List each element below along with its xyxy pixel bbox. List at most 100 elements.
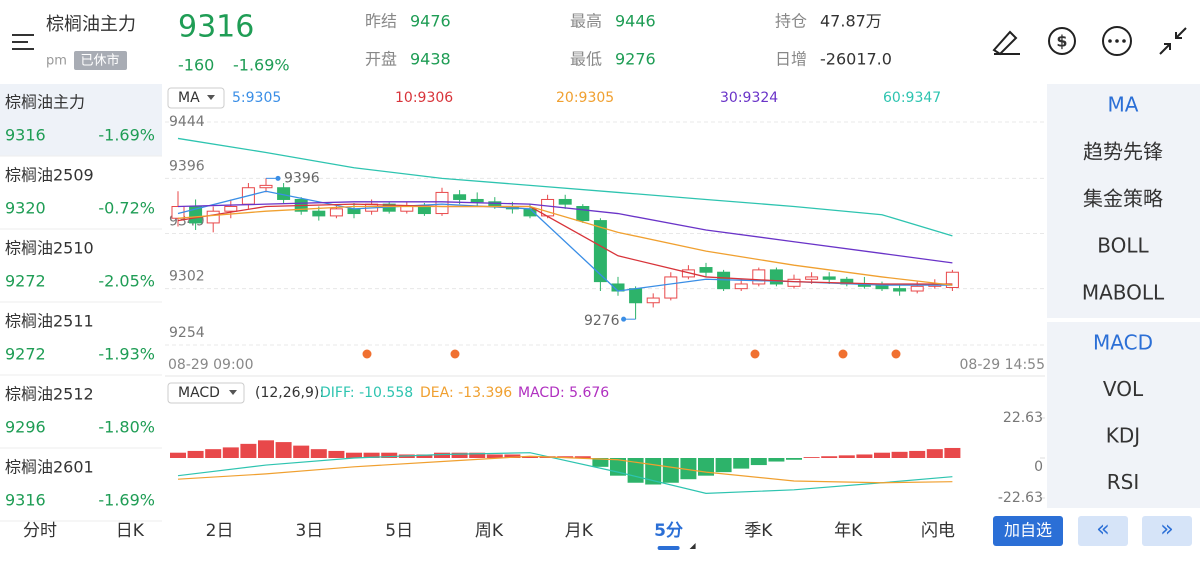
contract-name: 棕榈油主力 <box>5 93 85 112</box>
ma-legend: 5:9305 <box>232 90 281 106</box>
indicator-item[interactable]: 趋势先锋 <box>1083 140 1163 164</box>
macd-bar <box>750 458 767 466</box>
period-tab[interactable]: 日K <box>116 521 145 541</box>
more-dots <box>1108 39 1126 43</box>
period-tab[interactable]: 闪电 <box>921 521 955 541</box>
stat-value: -26017.0 <box>820 50 892 69</box>
stat-label: 最高 <box>570 12 602 31</box>
next-button[interactable] <box>1142 516 1192 546</box>
menu-icon[interactable] <box>12 34 34 50</box>
ma-line <box>177 201 953 264</box>
macd-bar <box>346 452 362 458</box>
candle-body <box>417 206 431 215</box>
period-tab[interactable]: 年K <box>834 521 863 541</box>
macd-bar <box>258 440 274 458</box>
ma-legend: 10:9306 <box>395 90 453 106</box>
macd-selector-label: MACD <box>178 385 220 401</box>
ma-selector[interactable] <box>167 87 225 109</box>
candle-body <box>470 198 484 203</box>
period-tab[interactable]: 月K <box>565 521 594 541</box>
macd-bar <box>838 455 855 458</box>
signal-dots <box>362 349 901 359</box>
indicator-item[interactable]: 集金策略 <box>1083 187 1163 211</box>
macd-bar <box>926 449 943 458</box>
candle-body <box>699 267 713 273</box>
y-tick-label: 9254 <box>169 325 205 341</box>
indicator-item[interactable]: RSI <box>1107 470 1140 494</box>
macd-bar <box>363 452 380 458</box>
period-tab[interactable]: 季K <box>744 521 773 541</box>
period-tab[interactable]: 分时 <box>23 521 57 541</box>
stat-value: 9446 <box>615 12 656 31</box>
low-dot <box>621 316 627 322</box>
indicator-item[interactable]: BOLL <box>1097 234 1149 258</box>
candle-body <box>312 210 326 217</box>
period-tab[interactable]: 2日 <box>206 521 234 541</box>
dea-label: DEA: -13.396 <box>420 385 512 401</box>
macd-bar <box>293 445 310 458</box>
contract-price: 9316 <box>5 126 46 145</box>
edit-icon[interactable] <box>992 30 1020 56</box>
macd-bar <box>275 442 292 458</box>
contract-name: 棕榈油2512 <box>5 385 94 404</box>
indicator-item[interactable]: MABOLL <box>1082 281 1165 305</box>
collapse-icon[interactable] <box>1159 27 1187 55</box>
contract-price: 9272 <box>5 345 46 364</box>
dot <box>1115 39 1119 43</box>
diff-line <box>177 452 953 494</box>
stat-label: 日增 <box>775 50 807 69</box>
macd-bar <box>504 454 521 458</box>
indicator-panel <box>1047 322 1200 508</box>
macd-bar <box>469 452 486 458</box>
macd-bar <box>909 450 926 458</box>
period-tab[interactable]: 3日 <box>295 521 323 541</box>
stat-label: 最低 <box>570 50 602 69</box>
macd-bar <box>205 449 222 458</box>
prev-label: « <box>1096 517 1109 542</box>
x-end-label: 08-29 14:55 <box>960 357 1045 373</box>
stat-label: 开盘 <box>365 50 397 69</box>
candle-body <box>910 285 924 292</box>
prev-button[interactable] <box>1078 516 1128 546</box>
macd-selector[interactable] <box>167 382 245 404</box>
period-tab[interactable]: 周K <box>475 521 504 541</box>
macd-bar <box>662 458 679 483</box>
indicator-item[interactable]: KDJ <box>1106 424 1140 448</box>
candle-body <box>805 276 819 280</box>
contract-name: 棕榈油2510 <box>5 239 94 258</box>
contract-price: 9272 <box>5 272 46 291</box>
currency-icon[interactable] <box>1048 27 1076 55</box>
ma-legend: 30:9324 <box>720 90 778 106</box>
candle-body <box>646 297 660 304</box>
next-label: » <box>1160 517 1173 542</box>
add-watchlist-button[interactable] <box>993 516 1063 546</box>
ma-selector-label: MA <box>178 90 200 106</box>
period-tab[interactable]: 5日 <box>385 521 413 541</box>
contract-change: -2.05% <box>98 272 155 291</box>
indicator-item[interactable]: MA <box>1108 93 1139 117</box>
signal-dot <box>891 349 901 359</box>
add-watchlist-label: 加自选 <box>1004 521 1052 540</box>
contract-row-selected <box>0 84 162 156</box>
candle-body <box>593 220 607 283</box>
symbol-title: 棕榈油主力 <box>46 14 136 35</box>
period-tab[interactable]: 5分 <box>654 521 683 541</box>
contract-change: -1.93% <box>98 345 155 364</box>
macd-bar <box>574 456 591 458</box>
contract-change: -0.72% <box>98 199 155 218</box>
y-tick-label: 9302 <box>169 269 205 285</box>
macd-bar <box>486 454 503 458</box>
candle-body <box>400 206 414 212</box>
currency-symbol: $ <box>1056 32 1067 51</box>
indicator-item[interactable]: MACD <box>1093 331 1153 355</box>
more-icon[interactable] <box>1102 26 1132 56</box>
stat-value: 9476 <box>410 12 451 31</box>
dea-line <box>177 455 953 484</box>
contract-change: -1.69% <box>98 126 155 145</box>
macd-bar <box>310 449 327 458</box>
contract-name: 棕榈油2511 <box>5 312 94 331</box>
candle-body <box>752 269 766 285</box>
indicator-item[interactable]: VOL <box>1103 377 1144 401</box>
macd-bar <box>680 458 697 480</box>
